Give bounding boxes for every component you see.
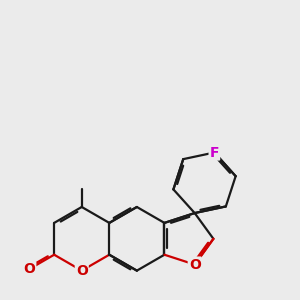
Text: O: O	[189, 258, 201, 272]
Text: F: F	[210, 146, 219, 160]
Text: O: O	[23, 262, 35, 276]
Text: O: O	[76, 264, 88, 278]
